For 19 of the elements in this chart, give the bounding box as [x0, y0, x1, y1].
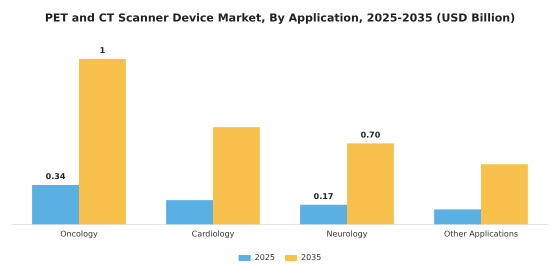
x-tick-label: Cardiology	[192, 229, 235, 238]
bar	[213, 127, 260, 224]
chart-title: PET and CT Scanner Device Market, By Application, 2025-2035 (USD Billion)	[44, 11, 516, 24]
x-tick-label: Other Applications	[444, 229, 518, 238]
bar	[300, 204, 347, 224]
data-label: 0.17	[314, 192, 334, 201]
bar	[347, 143, 394, 224]
bar	[481, 164, 528, 224]
data-label: 0.70	[360, 130, 381, 140]
data-label: 0.34	[46, 172, 66, 182]
legend-label: 2025	[254, 253, 275, 262]
bar	[166, 200, 213, 224]
bar	[32, 185, 79, 224]
bar	[434, 209, 481, 224]
x-tick-label: Oncology	[60, 229, 98, 238]
x-tick-label: Neurology	[326, 229, 368, 238]
data-label: 1	[100, 46, 106, 55]
legend-label: 2035	[301, 253, 322, 262]
bar	[79, 58, 126, 224]
